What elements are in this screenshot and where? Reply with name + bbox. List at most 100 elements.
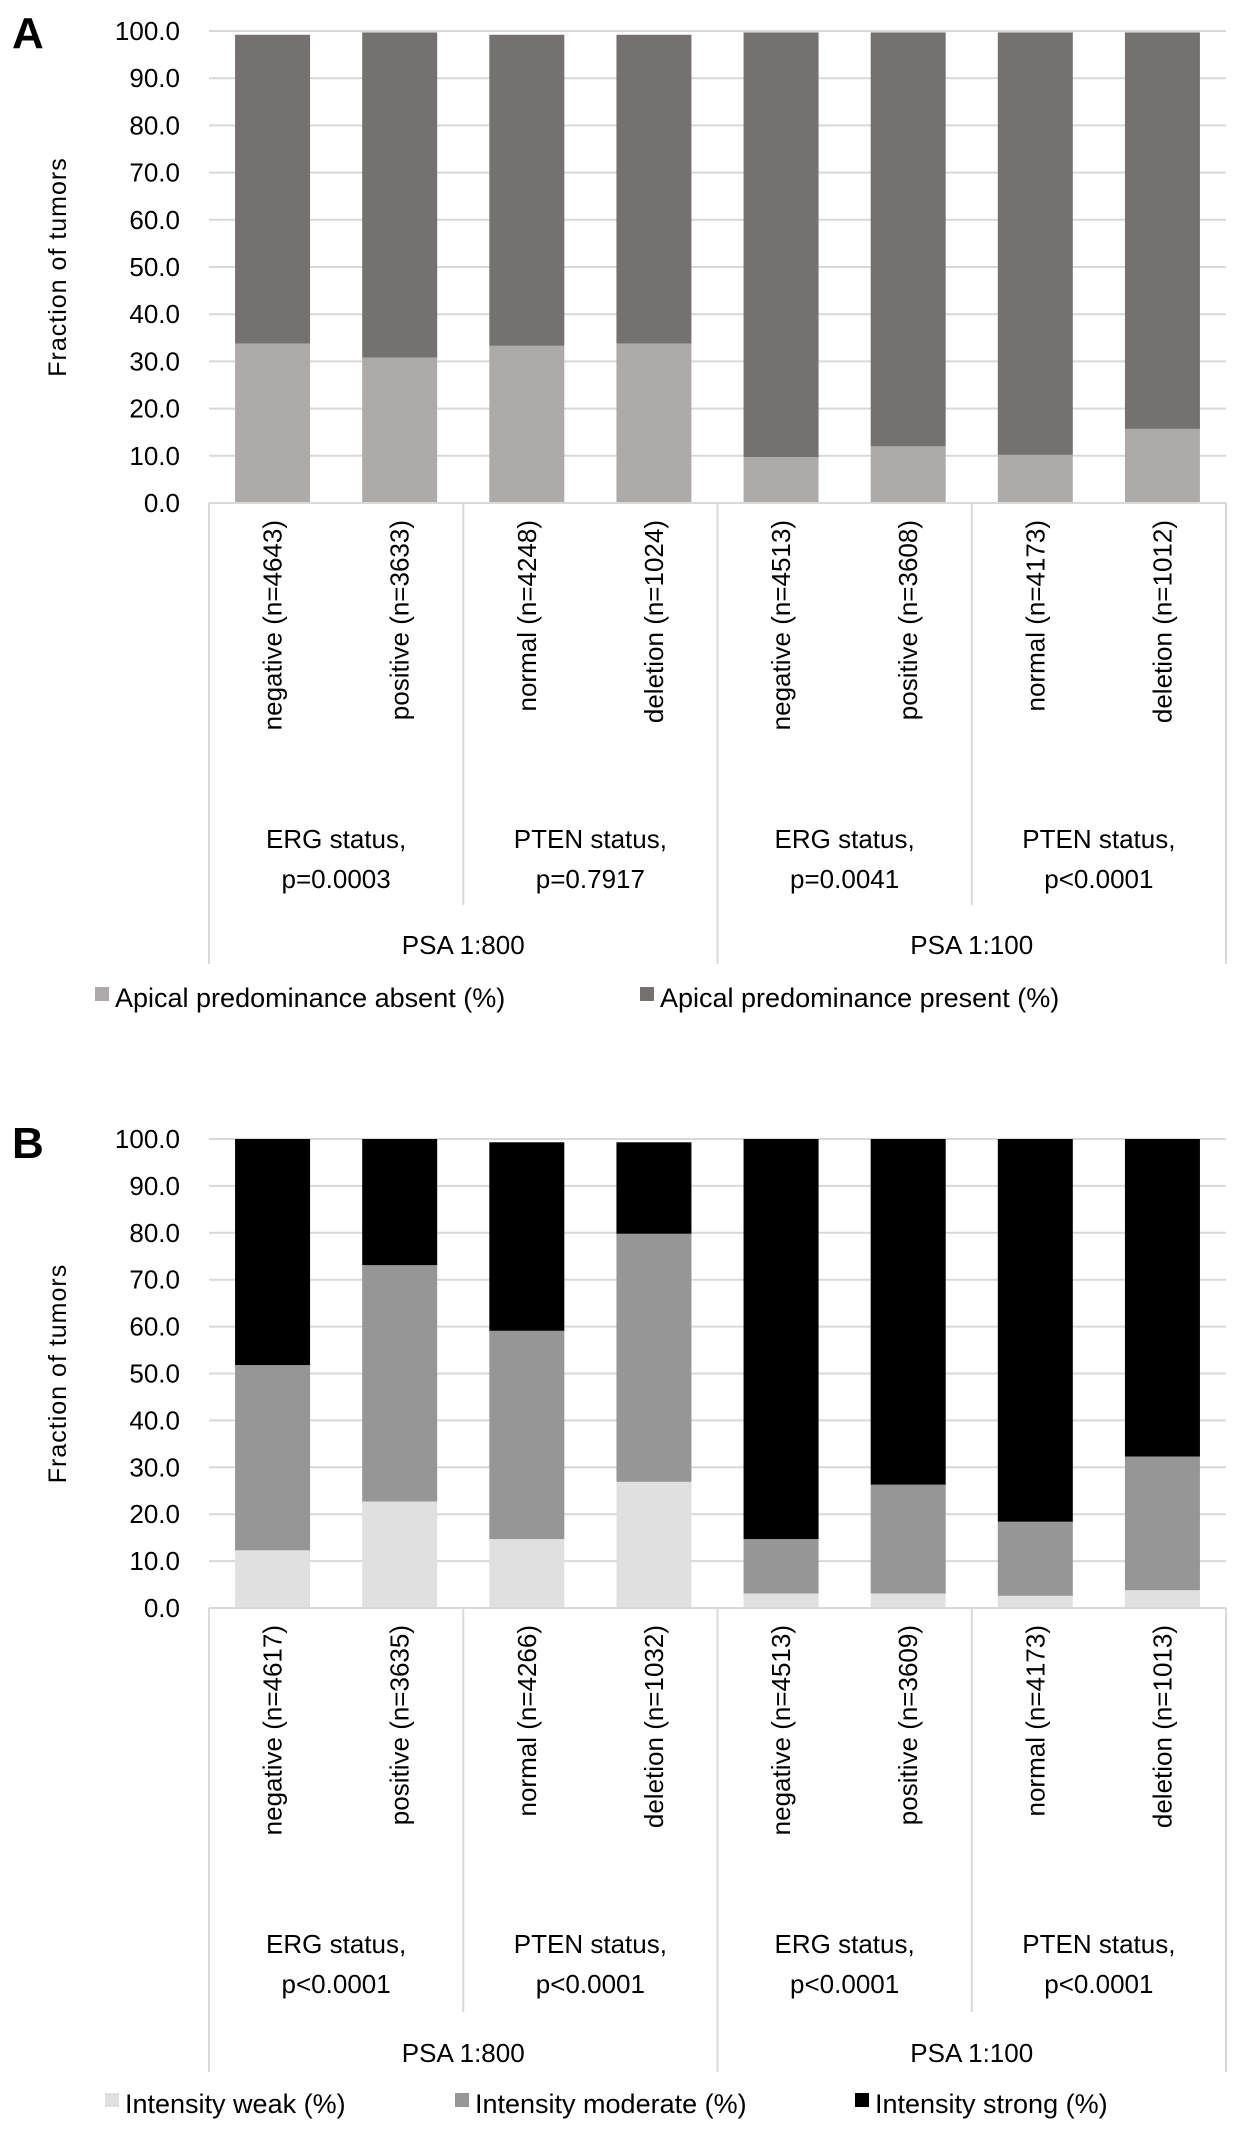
- bar-segment-2: [616, 1233, 692, 1482]
- y-tick-label: 20.0: [129, 394, 180, 424]
- y-tick-label: 100.0: [115, 1124, 180, 1154]
- bar-segment-2: [489, 1330, 565, 1540]
- bar-segment-1: [870, 1593, 946, 1608]
- legend-label: Apical predominance present (%): [660, 983, 1059, 1013]
- bar-segment-1: [997, 1595, 1073, 1608]
- y-tick-label: 30.0: [129, 346, 180, 376]
- category-label: normal (n=4248): [512, 520, 542, 712]
- category-label: negative (n=4513): [766, 520, 796, 730]
- bar-segment-3: [616, 1142, 692, 1234]
- legend: Intensity weak (%) Intensity moderate (%)…: [105, 2089, 1108, 2119]
- group-label-line2: p=0.0041: [790, 864, 899, 894]
- y-axis-label: Fraction of tumors: [44, 1264, 72, 1483]
- bar-segment-2: [743, 1539, 819, 1594]
- panel-label: B: [12, 1119, 44, 1168]
- group-label-line2: p<0.0001: [790, 1969, 899, 1999]
- category-label: negative (n=4643): [258, 520, 288, 730]
- chart-b: B 0.0 10.0 20.0 30.0 40.0 50.0 60.0 70.0 80.0 90.0…: [12, 1119, 1227, 2119]
- y-tick-label: 20.0: [129, 1499, 180, 1529]
- legend-swatch: [105, 2093, 119, 2107]
- bar-segment-1: [362, 357, 438, 503]
- supergroup-label: PSA 1:100: [910, 2038, 1033, 2068]
- category-label: positive (n=3608): [893, 520, 923, 720]
- bar-segment-1: [1124, 428, 1200, 503]
- legend-label: Intensity weak (%): [125, 2089, 346, 2119]
- y-tick-label: 80.0: [129, 110, 180, 140]
- bar-segment-1: [235, 343, 311, 503]
- group-label-line1: ERG status,: [266, 824, 406, 854]
- category-label: positive (n=3633): [385, 520, 415, 720]
- bar-segment-2: [362, 1265, 438, 1502]
- y-tick-label: 0.0: [144, 1593, 180, 1623]
- category-label: positive (n=3635): [385, 1625, 415, 1825]
- y-tick-label: 10.0: [129, 1546, 180, 1576]
- y-tick-label: 100.0: [115, 16, 180, 46]
- y-tick-label: 70.0: [129, 1265, 180, 1295]
- legend-swatch: [95, 987, 109, 1001]
- bar-segment-2: [616, 34, 692, 344]
- bar-segment-1: [997, 454, 1073, 503]
- group-label-line1: ERG status,: [775, 824, 915, 854]
- group-label-line1: PTEN status,: [1022, 824, 1175, 854]
- bar-segment-1: [362, 1501, 438, 1608]
- y-axis-label: Fraction of tumors: [44, 157, 72, 376]
- bar-segment-3: [743, 1139, 819, 1540]
- category-label: normal (n=4173): [1020, 520, 1050, 712]
- y-tick-label: 60.0: [129, 205, 180, 235]
- category-label: deletion (n=1024): [639, 520, 669, 723]
- group-label-line2: p=0.7917: [536, 864, 645, 894]
- bar-segment-1: [616, 1481, 692, 1608]
- group-label-line1: ERG status,: [266, 1929, 406, 1959]
- bar-segment-1: [616, 343, 692, 503]
- category-label: deletion (n=1032): [639, 1625, 669, 1828]
- bar-segment-2: [1124, 32, 1200, 429]
- bar-segment-2: [997, 1521, 1073, 1596]
- legend-label: Intensity strong (%): [875, 2089, 1108, 2119]
- y-tick-label: 50.0: [129, 252, 180, 282]
- bar-segment-2: [997, 32, 1073, 455]
- y-tick-label: 0.0: [144, 488, 180, 518]
- y-tick-label: 90.0: [129, 63, 180, 93]
- group-label-line1: ERG status,: [775, 1929, 915, 1959]
- group-label-line2: p<0.0001: [536, 1969, 645, 1999]
- y-tick-label: 70.0: [129, 158, 180, 188]
- category-label: positive (n=3609): [893, 1625, 923, 1825]
- legend-swatch: [640, 987, 654, 1001]
- group-label-line1: PTEN status,: [1022, 1929, 1175, 1959]
- group-label-line2: p<0.0001: [1044, 1969, 1153, 1999]
- bar-segment-1: [489, 1539, 565, 1608]
- y-tick-label: 40.0: [129, 1405, 180, 1435]
- legend: Apical predominance absent (%) Apical pre…: [95, 983, 1059, 1013]
- legend-label: Intensity moderate (%): [475, 2089, 747, 2119]
- bar-segment-2: [1124, 1456, 1200, 1591]
- bar-segment-2: [362, 32, 438, 358]
- supergroup-label: PSA 1:100: [910, 930, 1033, 960]
- bar-segment-3: [1124, 1139, 1200, 1457]
- supergroup-label: PSA 1:800: [402, 930, 525, 960]
- y-tick-label: 50.0: [129, 1359, 180, 1389]
- category-label: normal (n=4173): [1020, 1625, 1050, 1817]
- legend-swatch: [855, 2093, 869, 2107]
- bar-segment-3: [489, 1142, 565, 1331]
- bar-segment-1: [489, 345, 565, 503]
- y-tick-label: 30.0: [129, 1452, 180, 1482]
- group-label-line1: PTEN status,: [514, 1929, 667, 1959]
- bar-segment-2: [235, 34, 311, 344]
- bar-segment-3: [235, 1139, 311, 1366]
- category-label: negative (n=4617): [258, 1625, 288, 1835]
- bar-segment-3: [997, 1139, 1073, 1522]
- bar-segment-1: [235, 1550, 311, 1608]
- group-label-line2: p<0.0001: [1044, 864, 1153, 894]
- y-tick-label: 40.0: [129, 299, 180, 329]
- group-label-line1: PTEN status,: [514, 824, 667, 854]
- category-label: deletion (n=1012): [1147, 520, 1177, 723]
- chart-a: A 0.0 10.0 20.0 30.0 40.0 50.0 60.0 70.0 80.0 90.0…: [12, 9, 1227, 1013]
- category-label: negative (n=4513): [766, 1625, 796, 1835]
- bar-segment-2: [743, 32, 819, 458]
- panel-label: A: [12, 9, 44, 58]
- y-tick-label: 10.0: [129, 441, 180, 471]
- legend-swatch: [455, 2093, 469, 2107]
- y-tick-label: 60.0: [129, 1312, 180, 1342]
- category-label: deletion (n=1013): [1147, 1625, 1177, 1828]
